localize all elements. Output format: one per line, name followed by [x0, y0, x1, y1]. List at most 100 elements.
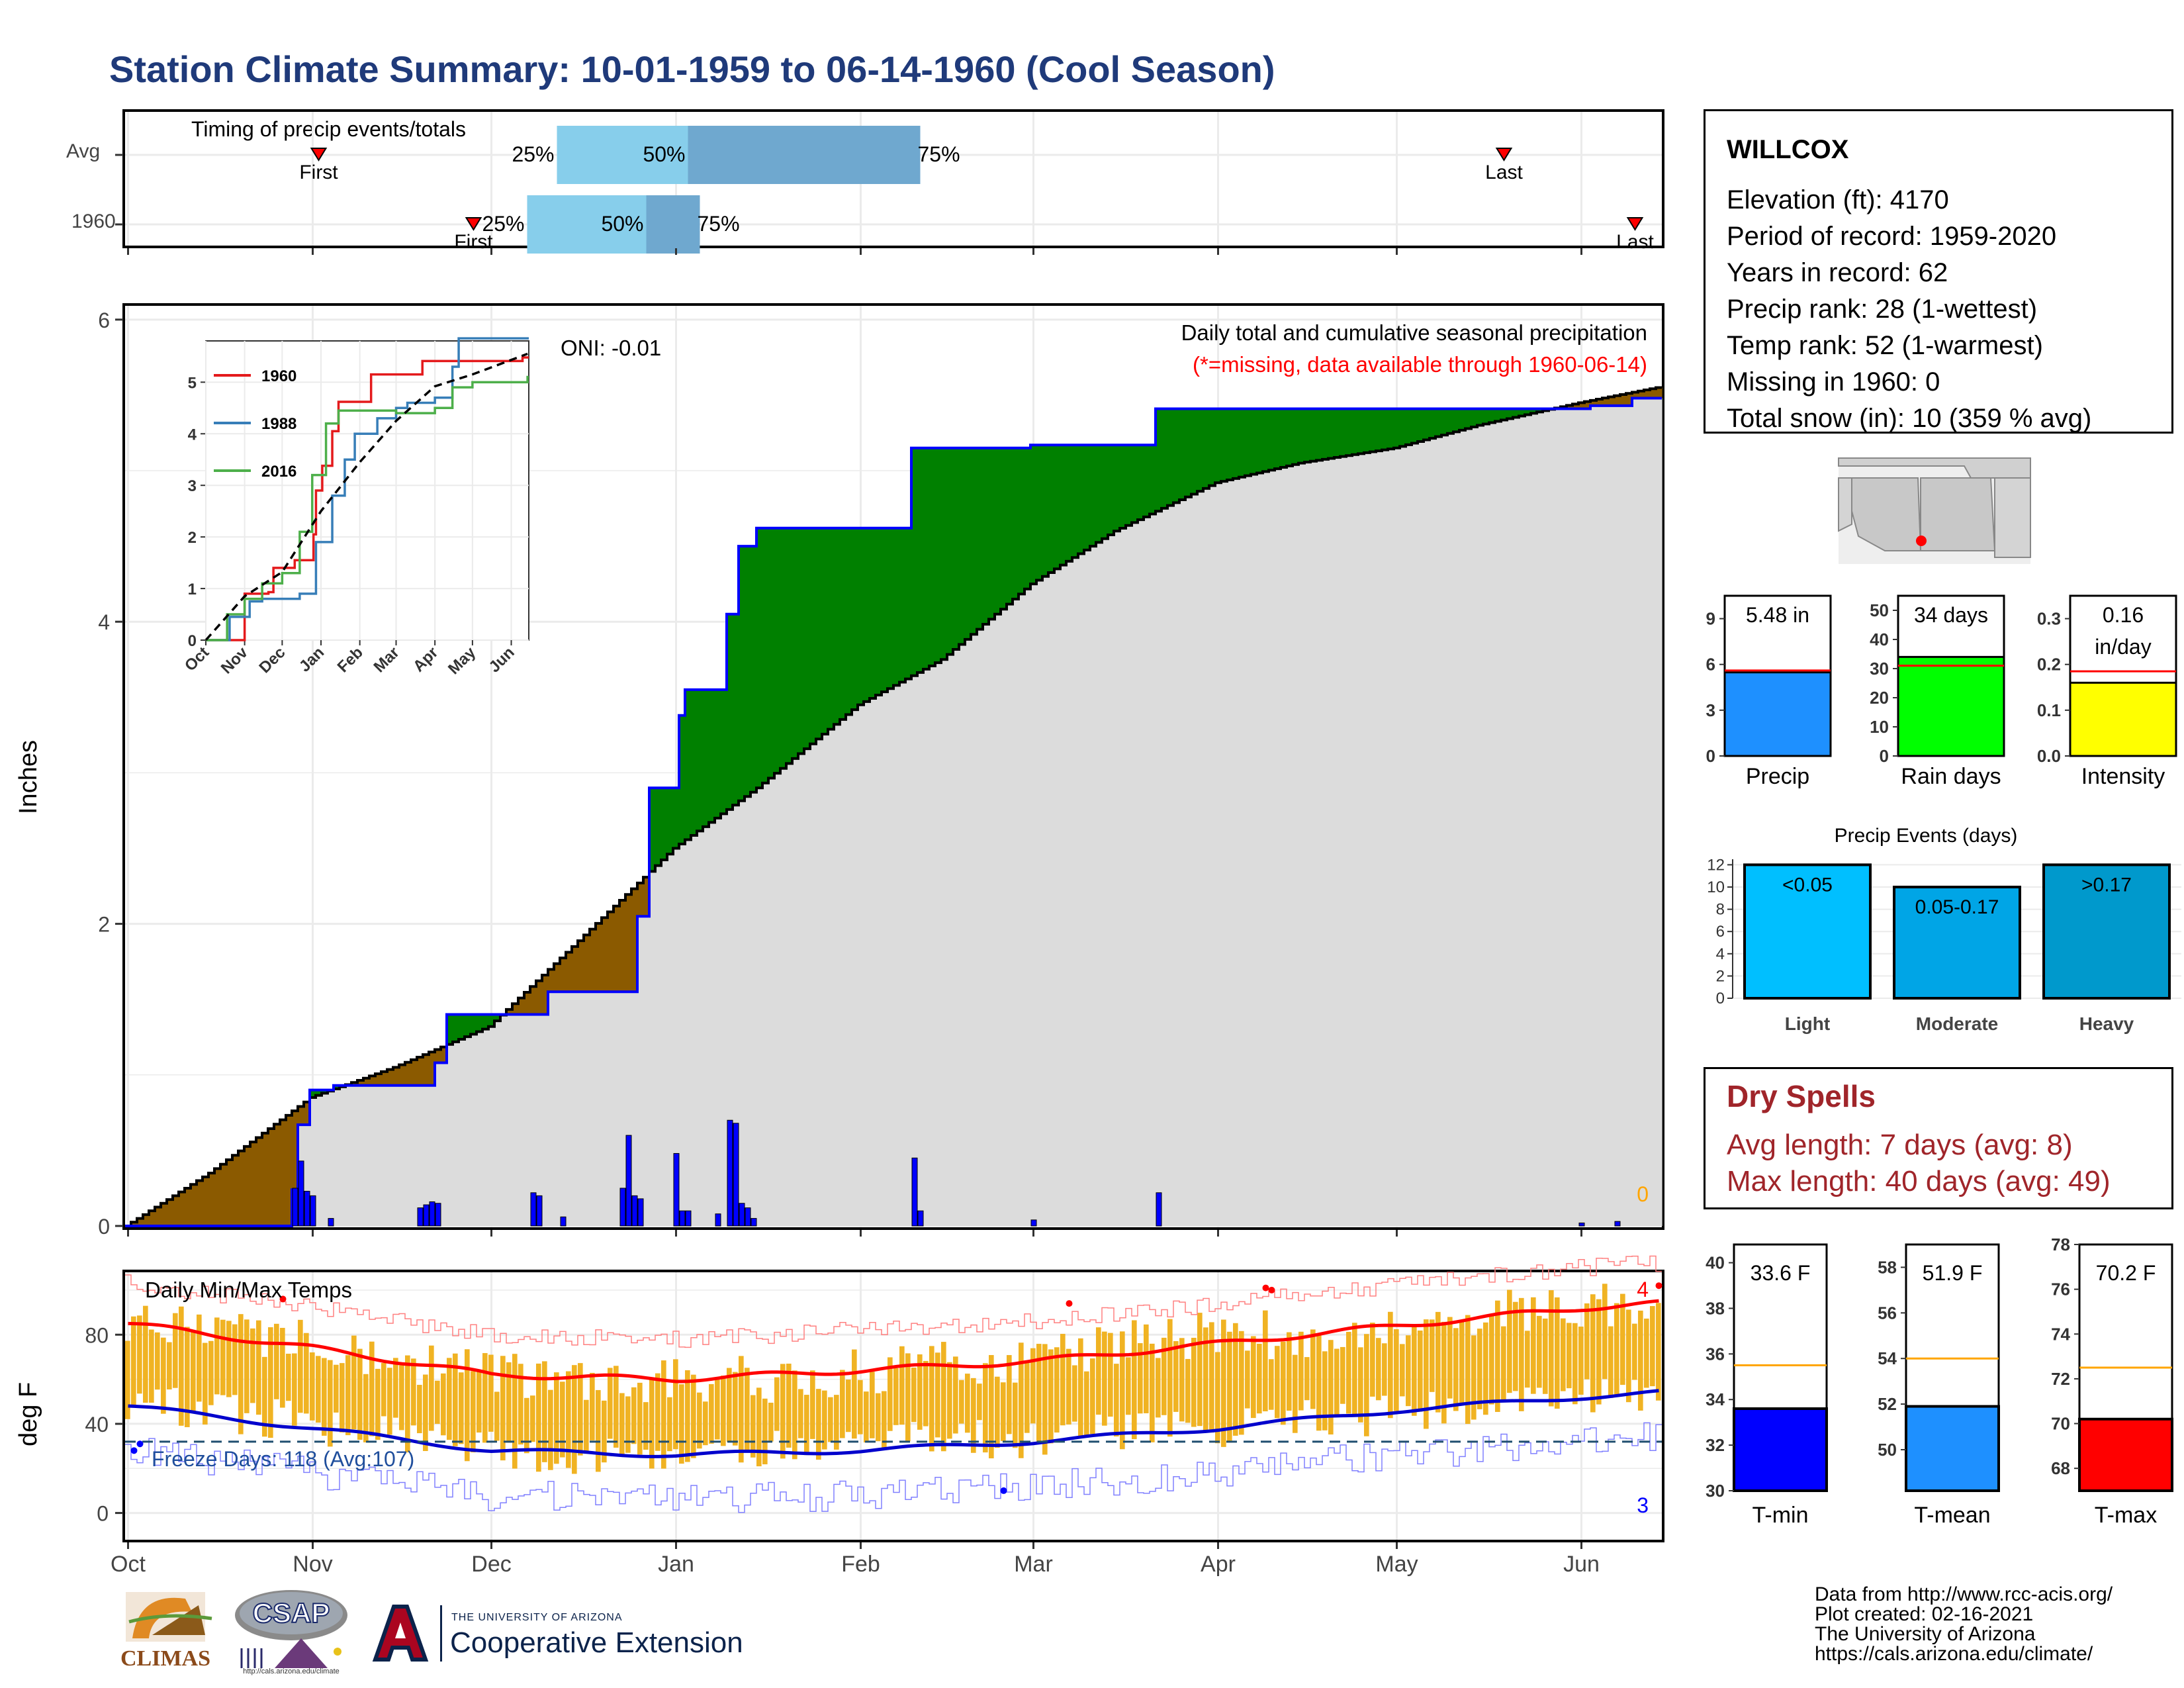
above-average-slice — [751, 546, 757, 792]
average-area-slice — [1644, 398, 1651, 1226]
daily-temp-bar — [631, 1387, 637, 1444]
average-area-slice — [1167, 505, 1174, 1226]
above-average-slice — [905, 528, 912, 679]
daily-temp-bar — [161, 1337, 166, 1414]
below-average-slice — [203, 1176, 209, 1226]
daily-temp-bar — [1656, 1303, 1661, 1401]
record-high-marker — [1066, 1300, 1073, 1307]
last-event-label: Last — [1485, 162, 1523, 183]
average-area-slice — [1537, 412, 1543, 1226]
above-average-slice — [1179, 408, 1186, 500]
above-average-slice — [1501, 408, 1508, 420]
dry-spells-avg: Avg length: 7 days (avg: 8) — [1727, 1129, 2073, 1161]
above-average-slice — [935, 447, 942, 663]
last-event-marker — [1495, 148, 1513, 162]
above-average-slice — [1412, 408, 1418, 444]
above-average-slice — [1406, 408, 1412, 445]
daily-temp-bar — [208, 1340, 214, 1405]
average-area-slice — [929, 666, 936, 1226]
above-average-slice — [1096, 445, 1103, 543]
daily-temp-bar — [1019, 1342, 1024, 1458]
below-average-slice — [173, 1196, 179, 1226]
average-area-slice — [1435, 436, 1442, 1226]
average-area-slice — [619, 992, 626, 1226]
daily-temp-bar — [935, 1352, 940, 1438]
daily-temp-bar — [256, 1320, 261, 1415]
above-average-slice — [739, 546, 745, 801]
above-average-slice — [1013, 447, 1019, 599]
record-high-marker — [279, 1295, 287, 1303]
average-area-slice — [387, 1085, 394, 1226]
daily-temp-bar — [864, 1391, 869, 1443]
average-area-slice — [1572, 408, 1579, 1226]
daily-temp-bar — [274, 1323, 279, 1399]
inset-y-tick-label: 5 — [188, 374, 197, 392]
station-name: WILLCOX — [1727, 135, 1849, 164]
average-area-slice — [1221, 481, 1228, 1226]
first-event-label: First — [299, 162, 338, 183]
above-average-slice — [1132, 445, 1138, 523]
daily-temp-bar — [506, 1362, 512, 1443]
daily-temp-bar — [1620, 1293, 1625, 1385]
average-area-slice — [840, 719, 846, 1226]
event-category-label: Heavy — [2079, 1013, 2134, 1034]
average-area-slice — [1287, 465, 1293, 1226]
daily-temp-bar — [1364, 1334, 1369, 1436]
average-area-slice — [572, 992, 578, 1226]
below-average-slice — [584, 935, 590, 992]
daily-temp-bar — [1007, 1355, 1012, 1434]
timing-p75-label: 75% — [698, 212, 740, 236]
above-average-slice — [1030, 445, 1037, 585]
above-average-slice — [1233, 408, 1240, 479]
average-area-slice — [1185, 496, 1192, 1226]
average-area-slice — [721, 814, 727, 1226]
daily-temp-bar — [774, 1377, 780, 1431]
dry-spells-max: Max length: 40 days (avg: 49) — [1727, 1165, 2111, 1197]
last-event-marker — [1626, 217, 1644, 231]
station-elevation: Elevation (ft): 4170 — [1727, 185, 1949, 214]
average-area-slice — [482, 1029, 489, 1226]
daily-temp-bar — [1287, 1332, 1292, 1411]
above-average-slice — [1394, 408, 1400, 448]
above-average-slice — [947, 447, 954, 655]
average-area-slice — [1584, 408, 1591, 1226]
average-area-slice — [375, 1085, 382, 1226]
below-average-slice — [250, 1142, 257, 1226]
average-area-slice — [1608, 405, 1615, 1226]
above-average-slice — [1090, 445, 1097, 547]
average-area-slice — [798, 753, 805, 1226]
timing-p75-label: 75% — [918, 142, 960, 166]
average-area-slice — [608, 992, 614, 1226]
daily-temp-bar — [429, 1345, 434, 1431]
below-average-slice — [1650, 389, 1657, 399]
average-area-slice — [756, 788, 763, 1226]
daily-temp-bar — [709, 1383, 714, 1444]
above-average-slice — [459, 1014, 465, 1040]
above-average-slice — [971, 447, 978, 635]
average-area-slice — [649, 871, 656, 1226]
daily-temp-bar — [1650, 1306, 1655, 1387]
below-average-slice — [286, 1115, 293, 1226]
below-average-slice — [1632, 392, 1639, 399]
below-average-slice — [572, 946, 578, 992]
average-area-slice — [1632, 398, 1639, 1226]
events-y-tick-label: 12 — [1707, 856, 1725, 874]
above-average-slice — [1322, 408, 1329, 459]
below-average-slice — [161, 1203, 167, 1226]
daily-temp-bar — [304, 1333, 309, 1414]
summary-y-tick-label: 20 — [1870, 688, 1889, 708]
daily-precip-bar — [679, 1210, 686, 1227]
daily-temp-bar — [1072, 1365, 1077, 1422]
average-area-slice — [518, 1014, 525, 1226]
daily-temp-bar — [179, 1306, 184, 1426]
below-average-slice — [280, 1119, 287, 1226]
above-average-slice — [1019, 447, 1025, 594]
average-area-slice — [548, 992, 555, 1226]
average-area-slice — [1567, 408, 1573, 1226]
average-area-slice — [935, 663, 942, 1226]
inset-x-tick-label: Oct — [181, 643, 212, 675]
average-area-slice — [1501, 420, 1508, 1226]
daily-temp-bar — [316, 1356, 321, 1423]
daily-temp-bar — [1328, 1340, 1334, 1435]
average-area-slice — [1561, 408, 1567, 1226]
